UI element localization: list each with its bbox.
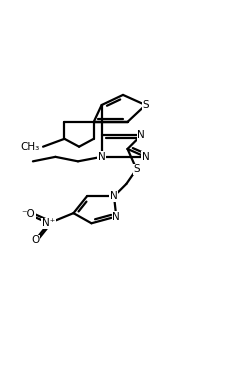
Text: S: S xyxy=(133,164,139,174)
Text: N⁺: N⁺ xyxy=(42,218,55,228)
Text: O: O xyxy=(31,235,39,245)
Text: ⁻O: ⁻O xyxy=(21,209,35,219)
Text: S: S xyxy=(142,100,148,110)
Text: N: N xyxy=(141,152,149,162)
Text: N: N xyxy=(110,191,117,201)
Text: CH₃: CH₃ xyxy=(20,142,39,152)
Text: N: N xyxy=(112,211,120,222)
Text: N: N xyxy=(137,130,144,140)
Text: N: N xyxy=(97,152,105,162)
